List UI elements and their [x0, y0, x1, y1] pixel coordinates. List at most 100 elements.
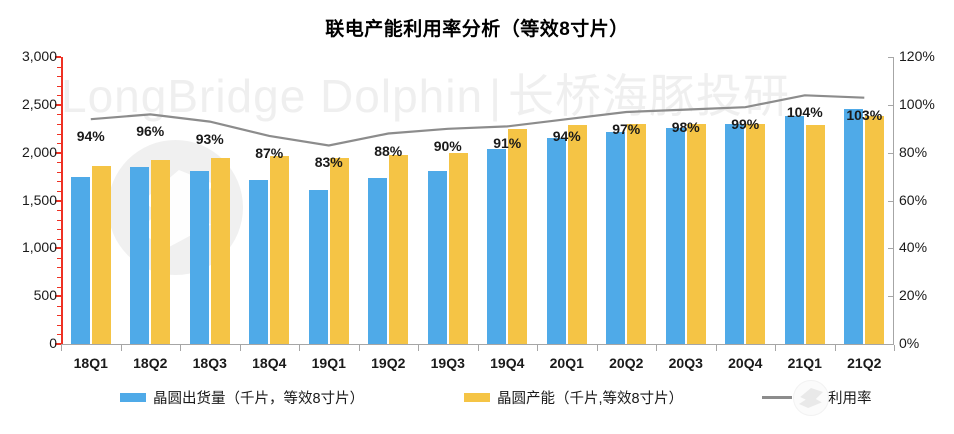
category-tick	[180, 345, 181, 351]
legend-item-capacity[interactable]: 晶圆产能（千片,等效8寸片）	[464, 387, 683, 408]
right-axis-label: 100%	[899, 95, 935, 112]
category-label: 19Q2	[371, 355, 406, 371]
legend-item-shipments[interactable]: 晶圆出货量（千片，等效8寸片）	[120, 387, 364, 408]
category-tick	[834, 345, 836, 351]
left-axis-minor-tick	[57, 85, 61, 87]
left-axis-minor-tick	[57, 315, 61, 317]
category-label: 20Q1	[549, 355, 584, 371]
category-tick	[61, 345, 62, 351]
left-axis-minor-tick	[57, 286, 61, 288]
left-axis-label: 1,500	[21, 191, 57, 208]
category-tick	[537, 345, 538, 351]
bar-capacity	[270, 156, 290, 344]
legend-label-shipments: 晶圆出货量（千片，等效8寸片）	[153, 391, 365, 407]
category-label: 18Q2	[133, 355, 168, 371]
right-axis-label: 60%	[899, 191, 928, 208]
left-axis-minor-tick	[57, 123, 61, 125]
category-tick	[775, 345, 776, 351]
bar-shipments	[70, 176, 90, 344]
left-axis-minor-tick	[57, 162, 61, 164]
right-axis-tick	[888, 200, 894, 202]
line-data-label: 93%	[195, 130, 224, 147]
chart-legend: 晶圆出货量（千片，等效8寸片） 晶圆产能（千片,等效8寸片） 产能利用率	[0, 384, 954, 410]
category-tick	[477, 345, 479, 351]
left-axis-label: 0	[49, 335, 57, 351]
blue-square-swatch-icon	[120, 393, 146, 402]
left-axis-label: 500	[33, 287, 57, 304]
left-axis-minor-tick	[57, 305, 61, 307]
bar-capacity	[686, 123, 706, 344]
left-axis-label: 1,000	[21, 239, 57, 256]
bar-capacity	[210, 157, 230, 344]
left-axis-minor-tick	[57, 267, 61, 269]
bar-capacity	[746, 123, 766, 344]
category-label: 18Q3	[192, 355, 227, 371]
left-axis-line	[61, 57, 63, 345]
category-label: 18Q1	[73, 355, 108, 371]
left-axis-minor-tick	[57, 66, 61, 68]
right-axis-label: 120%	[899, 48, 935, 64]
category-tick	[418, 345, 419, 351]
left-axis-label: 2,500	[21, 95, 57, 112]
left-axis-minor-tick	[57, 257, 61, 259]
category-tick	[239, 345, 241, 351]
line-data-label: 99%	[731, 116, 760, 133]
left-axis-minor-tick	[57, 219, 61, 221]
bar-shipments	[665, 128, 685, 344]
left-axis-minor-tick	[57, 114, 61, 116]
line-data-label: 94%	[552, 128, 581, 145]
left-axis-minor-tick	[57, 238, 61, 240]
left-axis-minor-tick	[57, 133, 61, 135]
left-axis-minor-tick	[57, 229, 61, 231]
line-data-label: 83%	[314, 154, 343, 171]
line-data-label: 91%	[493, 135, 522, 152]
bar-shipments	[189, 170, 209, 344]
right-axis-label: 80%	[899, 143, 928, 160]
category-axis-line	[61, 344, 894, 345]
bar-capacity	[91, 165, 111, 344]
bar-shipments	[487, 148, 507, 344]
bar-shipments	[368, 178, 388, 344]
category-label: 19Q1	[311, 355, 346, 371]
brand-logo	[793, 380, 829, 416]
bar-capacity	[151, 159, 171, 344]
left-axis-tick	[55, 56, 61, 58]
left-axis-minor-tick	[57, 324, 61, 326]
left-axis-minor-tick	[57, 143, 61, 145]
left-axis-minor-tick	[57, 190, 61, 192]
bar-shipments	[308, 189, 328, 344]
bar-shipments	[606, 132, 626, 344]
category-tick	[715, 345, 717, 351]
line-data-label: 97%	[612, 121, 641, 137]
left-axis-minor-tick	[57, 171, 61, 173]
bar-capacity	[329, 157, 349, 344]
category-label: 20Q3	[668, 355, 703, 371]
left-axis-tick	[55, 151, 61, 154]
bar-shipments	[427, 170, 447, 344]
category-label: 21Q2	[847, 355, 882, 371]
legend-label-capacity: 晶圆产能（千片,等效8寸片）	[497, 391, 684, 407]
category-tick	[299, 345, 300, 351]
bar-shipments	[546, 138, 566, 344]
line-data-label: 98%	[671, 118, 700, 135]
bar-capacity	[627, 123, 647, 344]
category-tick	[120, 345, 122, 351]
line-data-label: 87%	[255, 144, 284, 161]
category-tick	[656, 345, 657, 351]
bar-capacity	[567, 124, 587, 344]
left-axis-minor-tick	[57, 210, 61, 212]
bar-shipments	[130, 166, 150, 344]
category-label: 18Q4	[252, 355, 287, 371]
right-axis-tick	[888, 344, 894, 345]
right-axis-label: 0%	[899, 335, 920, 351]
right-axis-label: 40%	[899, 239, 928, 256]
bar-shipments	[784, 116, 804, 344]
dolphin-logo-icon	[799, 388, 823, 408]
utilization-line	[90, 94, 865, 147]
bar-capacity	[865, 115, 885, 344]
category-label: 19Q3	[430, 355, 465, 371]
category-tick	[596, 345, 598, 351]
right-axis-tick	[888, 248, 894, 250]
right-axis-tick	[888, 296, 894, 298]
